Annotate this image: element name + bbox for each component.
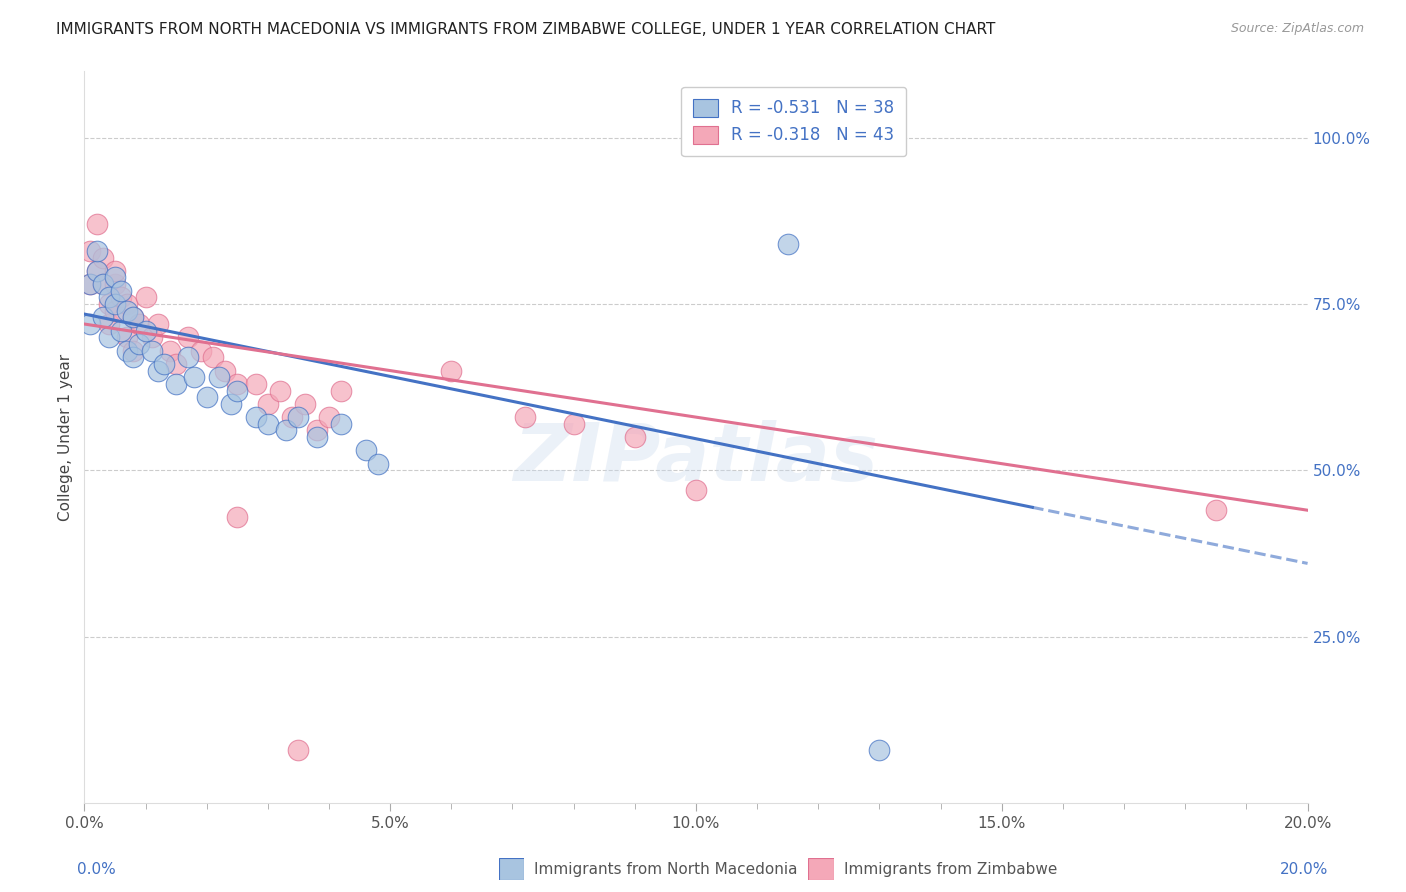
Point	[190, 343, 212, 358]
Point	[86, 217, 108, 231]
Point	[79, 317, 101, 331]
Point	[153, 357, 176, 371]
Point	[624, 430, 647, 444]
Point	[146, 363, 169, 377]
Point	[183, 370, 205, 384]
Point	[159, 343, 181, 358]
Point	[330, 417, 353, 431]
Point	[86, 244, 108, 258]
Point	[146, 317, 169, 331]
Point	[869, 742, 891, 756]
Point	[219, 397, 242, 411]
Point	[269, 384, 291, 398]
Point	[122, 351, 145, 365]
Point	[86, 264, 108, 278]
Point	[91, 277, 114, 292]
Point	[135, 324, 157, 338]
Point	[177, 330, 200, 344]
Point	[226, 384, 249, 398]
Point	[104, 303, 127, 318]
Point	[440, 363, 463, 377]
Point	[287, 742, 309, 756]
Text: Immigrants from North Macedonia: Immigrants from North Macedonia	[534, 863, 797, 877]
Text: 20.0%: 20.0%	[1281, 863, 1329, 877]
Point	[685, 483, 707, 498]
Point	[354, 443, 377, 458]
Point	[141, 343, 163, 358]
Point	[177, 351, 200, 365]
Point	[110, 290, 132, 304]
Point	[79, 277, 101, 292]
Point	[226, 376, 249, 391]
Point	[257, 417, 280, 431]
Legend: R = -0.531   N = 38, R = -0.318   N = 43: R = -0.531 N = 38, R = -0.318 N = 43	[682, 87, 907, 156]
Point	[122, 343, 145, 358]
Point	[79, 277, 101, 292]
Point	[1205, 503, 1227, 517]
Point	[115, 303, 138, 318]
Point	[287, 410, 309, 425]
Point	[195, 390, 218, 404]
Point	[128, 337, 150, 351]
Point	[104, 264, 127, 278]
Point	[330, 384, 353, 398]
Point	[776, 237, 799, 252]
Point	[104, 277, 127, 292]
Point	[513, 410, 536, 425]
Text: Source: ZipAtlas.com: Source: ZipAtlas.com	[1230, 22, 1364, 36]
Point	[305, 424, 328, 438]
Point	[115, 330, 138, 344]
Point	[294, 397, 316, 411]
Point	[305, 430, 328, 444]
Point	[86, 264, 108, 278]
Point	[141, 330, 163, 344]
Point	[208, 370, 231, 384]
Point	[115, 343, 138, 358]
Point	[97, 317, 120, 331]
Point	[562, 417, 585, 431]
Point	[226, 509, 249, 524]
Point	[79, 244, 101, 258]
Point	[122, 310, 145, 325]
Point	[318, 410, 340, 425]
Point	[165, 357, 187, 371]
Point	[276, 424, 298, 438]
Text: ZIPatlas: ZIPatlas	[513, 420, 879, 498]
Point	[97, 330, 120, 344]
Point	[367, 457, 389, 471]
Point	[257, 397, 280, 411]
Point	[115, 297, 138, 311]
Point	[245, 410, 267, 425]
Text: IMMIGRANTS FROM NORTH MACEDONIA VS IMMIGRANTS FROM ZIMBABWE COLLEGE, UNDER 1 YEA: IMMIGRANTS FROM NORTH MACEDONIA VS IMMIG…	[56, 22, 995, 37]
Text: Immigrants from Zimbabwe: Immigrants from Zimbabwe	[844, 863, 1057, 877]
Point	[245, 376, 267, 391]
Point	[281, 410, 304, 425]
Point	[128, 317, 150, 331]
Point	[110, 324, 132, 338]
Point	[91, 277, 114, 292]
Point	[91, 251, 114, 265]
Point	[104, 297, 127, 311]
Point	[110, 284, 132, 298]
Point	[201, 351, 224, 365]
Point	[135, 290, 157, 304]
Point	[214, 363, 236, 377]
Point	[104, 270, 127, 285]
Y-axis label: College, Under 1 year: College, Under 1 year	[58, 353, 73, 521]
Text: 0.0%: 0.0%	[77, 863, 117, 877]
Point	[97, 290, 120, 304]
Point	[97, 297, 120, 311]
Point	[165, 376, 187, 391]
Point	[91, 310, 114, 325]
Point	[122, 310, 145, 325]
